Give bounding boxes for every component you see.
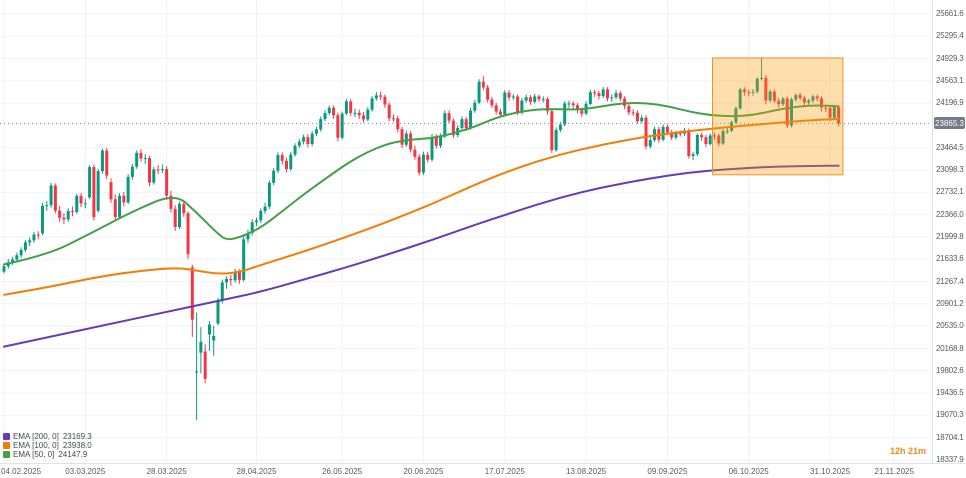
- price-tick-label: 19802.6: [936, 365, 964, 375]
- time-tick-label: 04.02.2025: [1, 467, 42, 476]
- time-tick-label: 28.03.2025: [146, 467, 187, 476]
- time-tick-label: 20.06.2025: [403, 467, 444, 476]
- indicator-label: EMA [100, 0]: [13, 441, 59, 450]
- indicator-label: EMA [50, 0]: [13, 450, 55, 459]
- price-axis[interactable]: 23865.3 25661.6 25295.4 24929.3 24563.1 2419…: [932, 0, 966, 464]
- price-tick-label: 25295.4: [936, 31, 964, 41]
- price-tick-label: 20901.2: [936, 298, 964, 308]
- price-tick-label: 21267.4: [936, 276, 964, 286]
- ema-line-100-0[interactable]: [3, 118, 840, 296]
- indicator-color-icon: [3, 433, 10, 440]
- indicator-legend-item[interactable]: EMA [200, 0] 23169.3: [3, 432, 92, 441]
- time-tick-label: 21.11.2025: [874, 467, 914, 476]
- ema-line-200-0[interactable]: [3, 164, 840, 348]
- price-tick-label: 23098.3: [936, 165, 964, 175]
- indicator-value: 23938.0: [62, 441, 92, 450]
- price-tick-label: 18704.1: [936, 432, 964, 442]
- price-tick-label: 23464.5: [936, 142, 964, 152]
- price-tick-label: 24563.1: [936, 75, 964, 85]
- indicator-legend-item[interactable]: EMA [50, 0] 24147.9: [3, 450, 92, 459]
- price-tick-label: 19436.5: [936, 388, 964, 398]
- price-tick-label: 25661.6: [936, 9, 964, 18]
- candlestick-series: [2, 57, 841, 420]
- indicator-legend-item[interactable]: EMA [100, 0] 23938.0: [3, 441, 92, 450]
- price-tick-label: 20535.0: [936, 321, 964, 331]
- indicator-color-icon: [3, 451, 10, 458]
- selection-highlight[interactable]: [712, 57, 844, 176]
- price-tick-label: 19070.3: [936, 410, 964, 420]
- time-tick-label: 26.05.2025: [322, 467, 363, 476]
- price-tick-label: 21633.6: [936, 254, 964, 264]
- gridlines: [0, 0, 932, 463]
- time-axis[interactable]: 04.02.2025 03.03.2025 28.03.2025 28.04.2025…: [0, 463, 966, 478]
- time-tick-label: 28.04.2025: [236, 467, 277, 476]
- price-tick-label: 18337.9: [936, 455, 964, 464]
- ema-line-50-0[interactable]: [3, 102, 840, 266]
- time-tick-label: 09.09.2025: [647, 467, 688, 476]
- indicator-label: EMA [200, 0]: [13, 432, 59, 441]
- time-tick-label: 31.10.2025: [810, 467, 851, 476]
- bar-countdown: 12h 21m: [890, 446, 927, 456]
- indicator-legend: EMA [200, 0] 23169.3 EMA [100, 0] 23938.0 EM…: [3, 432, 92, 459]
- indicator-value: 24147.9: [58, 450, 88, 459]
- time-tick-label: 13.08.2025: [566, 467, 607, 476]
- chart-canvas[interactable]: [0, 0, 932, 463]
- price-tick-label: 20168.8: [936, 343, 964, 353]
- price-tick-label: 24929.3: [936, 53, 964, 63]
- current-price-label: 23865.3: [934, 117, 965, 130]
- price-tick-label: 21999.8: [936, 231, 964, 241]
- price-tick-label: 24196.9: [936, 98, 964, 108]
- price-tick-label: 22366.0: [936, 209, 964, 219]
- time-tick-label: 06.10.2025: [728, 467, 769, 476]
- price-tick-label: 22732.1: [936, 187, 964, 197]
- time-tick-label: 03.03.2025: [65, 467, 106, 476]
- time-tick-label: 17.07.2025: [484, 467, 525, 476]
- indicator-value: 23169.3: [62, 432, 92, 441]
- indicator-color-icon: [3, 442, 10, 449]
